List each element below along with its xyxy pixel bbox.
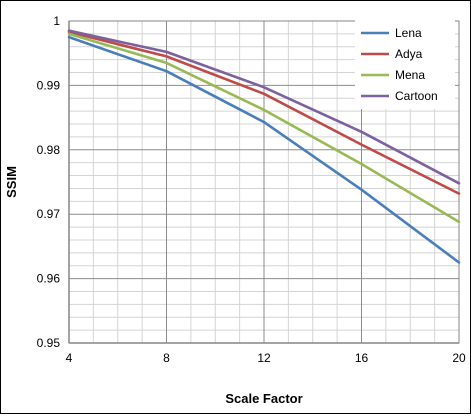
legend-label-lena: Lena <box>395 26 422 40</box>
x-axis-title: Scale Factor <box>225 391 302 406</box>
y-tick-label: 0.97 <box>37 207 61 221</box>
legend-label-adya: Adya <box>395 47 423 61</box>
y-tick-label: 0.95 <box>37 336 61 350</box>
series-line-cartoon <box>67 29 461 185</box>
y-tick-label: 0.99 <box>37 78 61 92</box>
x-tick-label: 16 <box>355 351 369 365</box>
y-tick-label: 0.96 <box>37 272 61 286</box>
legend-label-cartoon: Cartoon <box>395 89 438 103</box>
series-line-mena <box>67 32 461 224</box>
series-line-adya <box>67 30 461 195</box>
legend: Lena Adya Mena Cartoon <box>355 19 455 109</box>
y-tick-label: 0.98 <box>37 143 61 157</box>
x-tick-labels: 4 8 12 16 20 <box>66 351 466 365</box>
x-tick-label: 12 <box>257 351 271 365</box>
x-tick-label: 20 <box>452 351 466 365</box>
y-tick-label: 1 <box>53 14 60 28</box>
y-tick-labels: 0.95 0.96 0.97 0.98 0.99 1 <box>37 14 61 350</box>
x-tick-label: 4 <box>66 351 73 365</box>
y-axis-title: SSIM <box>4 166 19 198</box>
x-tick-label: 8 <box>163 351 170 365</box>
series-lines <box>67 29 461 264</box>
series-line-lena <box>67 35 461 264</box>
legend-label-mena: Mena <box>395 68 425 82</box>
